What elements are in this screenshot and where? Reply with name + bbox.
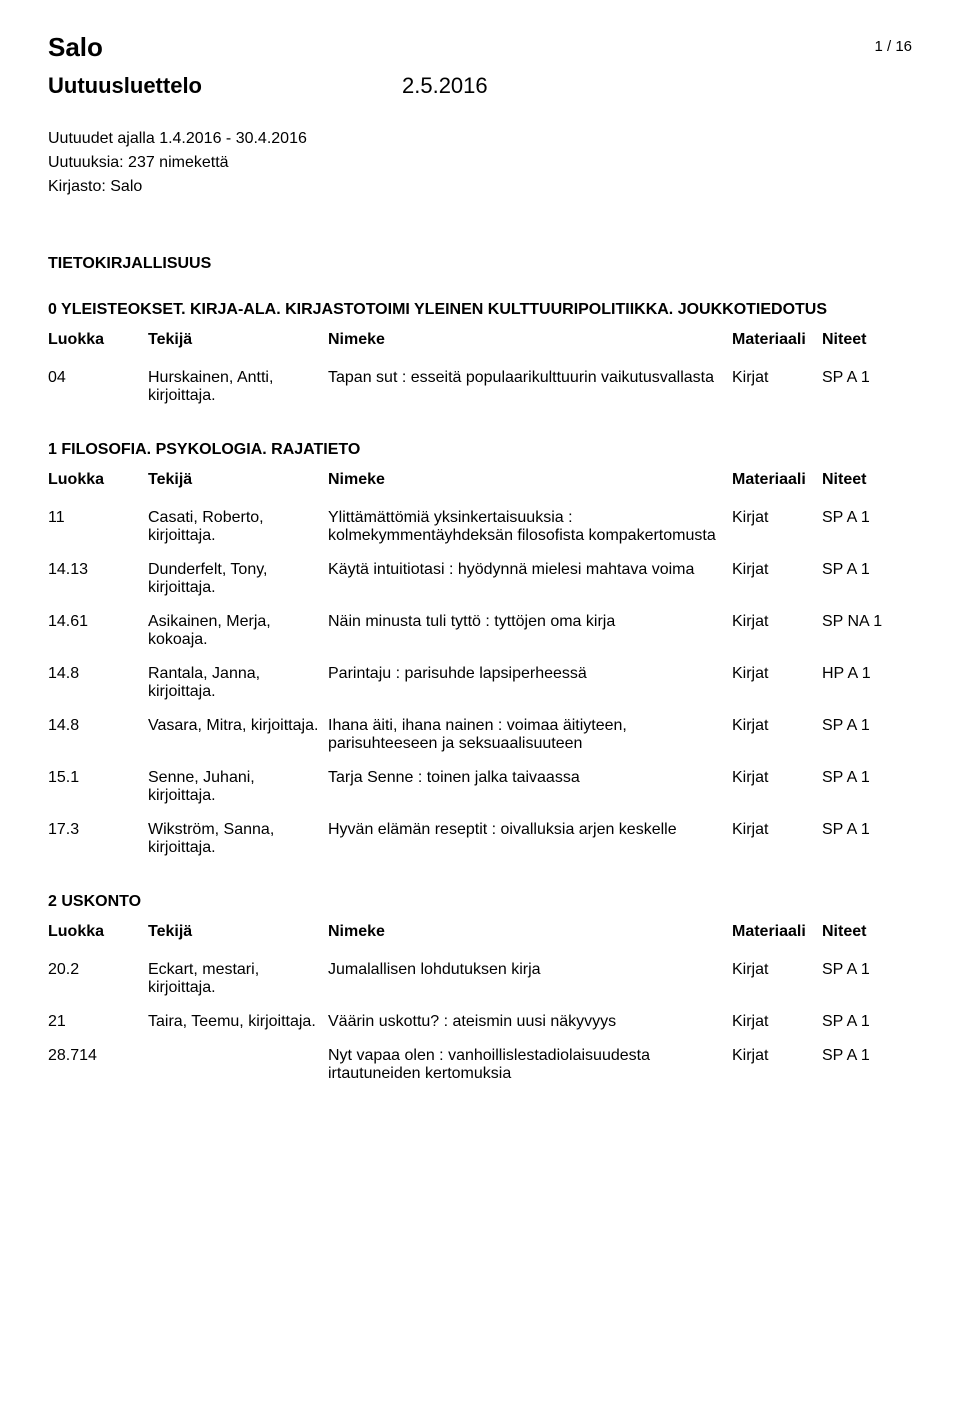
cell-niteet: SP A 1 — [822, 1005, 912, 1039]
cell-tekija: Hurskainen, Antti, kirjoittaja. — [148, 361, 328, 413]
page-title: Salo — [48, 32, 103, 63]
cell-tekija: Senne, Juhani, kirjoittaja. — [148, 761, 328, 813]
cell-luokka: 14.8 — [48, 709, 148, 761]
table-row: 17.3Wikström, Sanna, kirjoittaja.Hyvän e… — [48, 813, 912, 865]
col-header-materiaali: Materiaali — [732, 327, 822, 361]
table-row: 14.8Vasara, Mitra, kirjoittaja.Ihana äit… — [48, 709, 912, 761]
cell-niteet: SP A 1 — [822, 709, 912, 761]
col-header-niteet: Niteet — [822, 467, 912, 501]
cell-nimeke: Nyt vapaa olen : vanhoillislestadiolaisu… — [328, 1039, 732, 1091]
cell-luokka: 15.1 — [48, 761, 148, 813]
cell-tekija: Dunderfelt, Tony, kirjoittaja. — [148, 553, 328, 605]
table-row: 28.714 Nyt vapaa olen : vanhoillislestadi… — [48, 1039, 912, 1091]
cell-materiaali: Kirjat — [732, 501, 822, 553]
cell-materiaali: Kirjat — [732, 1005, 822, 1039]
cell-nimeke: Jumalallisen lohdutuksen kirja — [328, 953, 732, 1005]
table-row: 14.61Asikainen, Merja, kokoaja.Näin minu… — [48, 605, 912, 657]
cell-niteet: HP A 1 — [822, 657, 912, 709]
col-header-tekija: Tekijä — [148, 919, 328, 953]
col-header-nimeke: Nimeke — [328, 327, 732, 361]
col-header-luokka: Luokka — [48, 327, 148, 361]
cell-tekija — [148, 1039, 328, 1091]
table-row: 04Hurskainen, Antti, kirjoittaja.Tapan s… — [48, 361, 912, 413]
col-header-niteet: Niteet — [822, 327, 912, 361]
table-row: 14.13Dunderfelt, Tony, kirjoittaja.Käytä… — [48, 553, 912, 605]
table-row: 20.2Eckart, mestari, kirjoittaja.Jumalal… — [48, 953, 912, 1005]
cell-nimeke: Väärin uskottu? : ateismin uusi näkyvyys — [328, 1005, 732, 1039]
cell-nimeke: Käytä intuitiotasi : hyödynnä mielesi ma… — [328, 553, 732, 605]
cell-materiaali: Kirjat — [732, 761, 822, 813]
sections-container: 0 YLEISTEOKSET. KIRJA-ALA. KIRJASTOTOIMI… — [48, 301, 912, 1091]
subtitle: Uutuusluettelo — [48, 73, 202, 99]
cell-luokka: 21 — [48, 1005, 148, 1039]
cell-luokka: 14.13 — [48, 553, 148, 605]
cell-materiaali: Kirjat — [732, 813, 822, 865]
col-header-niteet: Niteet — [822, 919, 912, 953]
cell-tekija: Vasara, Mitra, kirjoittaja. — [148, 709, 328, 761]
col-header-materiaali: Materiaali — [732, 467, 822, 501]
col-header-tekija: Tekijä — [148, 467, 328, 501]
col-header-nimeke: Nimeke — [328, 919, 732, 953]
cell-niteet: SP A 1 — [822, 1039, 912, 1091]
cell-materiaali: Kirjat — [732, 709, 822, 761]
table-row: 21Taira, Teemu, kirjoittaja.Väärin uskot… — [48, 1005, 912, 1039]
col-header-luokka: Luokka — [48, 919, 148, 953]
table-row: 14.8Rantala, Janna, kirjoittaja.Parintaj… — [48, 657, 912, 709]
cell-luokka: 14.61 — [48, 605, 148, 657]
cell-luokka: 28.714 — [48, 1039, 148, 1091]
cell-niteet: SP A 1 — [822, 501, 912, 553]
cell-nimeke: Näin minusta tuli tyttö : tyttöjen oma k… — [328, 605, 732, 657]
cell-materiaali: Kirjat — [732, 553, 822, 605]
cell-materiaali: Kirjat — [732, 1039, 822, 1091]
cell-tekija: Asikainen, Merja, kokoaja. — [148, 605, 328, 657]
cell-luokka: 11 — [48, 501, 148, 553]
cell-niteet: SP A 1 — [822, 953, 912, 1005]
cell-luokka: 20.2 — [48, 953, 148, 1005]
cell-tekija: Taira, Teemu, kirjoittaja. — [148, 1005, 328, 1039]
cell-tekija: Eckart, mestari, kirjoittaja. — [148, 953, 328, 1005]
category-heading: TIETOKIRJALLISUUS — [48, 255, 912, 273]
cell-niteet: SP NA 1 — [822, 605, 912, 657]
cell-nimeke: Tapan sut : esseitä populaarikulttuurin … — [328, 361, 732, 413]
col-header-materiaali: Materiaali — [732, 919, 822, 953]
cell-nimeke: Hyvän elämän reseptit : oivalluksia arje… — [328, 813, 732, 865]
cell-niteet: SP A 1 — [822, 813, 912, 865]
section-heading: 2 USKONTO — [48, 893, 912, 911]
section-table: LuokkaTekijäNimekeMateriaaliNiteet04Hurs… — [48, 327, 912, 413]
cell-tekija: Rantala, Janna, kirjoittaja. — [148, 657, 328, 709]
cell-luokka: 04 — [48, 361, 148, 413]
page-indicator: 1 / 16 — [874, 38, 912, 55]
cell-materiaali: Kirjat — [732, 657, 822, 709]
meta-block: Uutuudet ajalla 1.4.2016 - 30.4.2016 Uut… — [48, 127, 912, 199]
section-table: LuokkaTekijäNimekeMateriaaliNiteet20.2Ec… — [48, 919, 912, 1091]
section-heading: 1 FILOSOFIA. PSYKOLOGIA. RAJATIETO — [48, 441, 912, 459]
cell-nimeke: Ihana äiti, ihana nainen : voimaa äitiyt… — [328, 709, 732, 761]
meta-range: Uutuudet ajalla 1.4.2016 - 30.4.2016 — [48, 127, 912, 151]
section-table: LuokkaTekijäNimekeMateriaaliNiteet11Casa… — [48, 467, 912, 865]
cell-nimeke: Tarja Senne : toinen jalka taivaassa — [328, 761, 732, 813]
header-date: 2.5.2016 — [402, 73, 488, 99]
cell-materiaali: Kirjat — [732, 953, 822, 1005]
cell-niteet: SP A 1 — [822, 361, 912, 413]
col-header-luokka: Luokka — [48, 467, 148, 501]
meta-count: Uutuuksia: 237 nimekettä — [48, 151, 912, 175]
cell-materiaali: Kirjat — [732, 361, 822, 413]
table-row: 11Casati, Roberto, kirjoittaja.Ylittämät… — [48, 501, 912, 553]
col-header-nimeke: Nimeke — [328, 467, 732, 501]
cell-tekija: Wikström, Sanna, kirjoittaja. — [148, 813, 328, 865]
cell-niteet: SP A 1 — [822, 553, 912, 605]
cell-nimeke: Ylittämättömiä yksinkertaisuuksia : kolm… — [328, 501, 732, 553]
table-row: 15.1Senne, Juhani, kirjoittaja.Tarja Sen… — [48, 761, 912, 813]
cell-luokka: 17.3 — [48, 813, 148, 865]
cell-tekija: Casati, Roberto, kirjoittaja. — [148, 501, 328, 553]
col-header-tekija: Tekijä — [148, 327, 328, 361]
section-heading: 0 YLEISTEOKSET. KIRJA-ALA. KIRJASTOTOIMI… — [48, 301, 912, 319]
cell-niteet: SP A 1 — [822, 761, 912, 813]
meta-library: Kirjasto: Salo — [48, 175, 912, 199]
cell-luokka: 14.8 — [48, 657, 148, 709]
cell-materiaali: Kirjat — [732, 605, 822, 657]
cell-nimeke: Parintaju : parisuhde lapsiperheessä — [328, 657, 732, 709]
